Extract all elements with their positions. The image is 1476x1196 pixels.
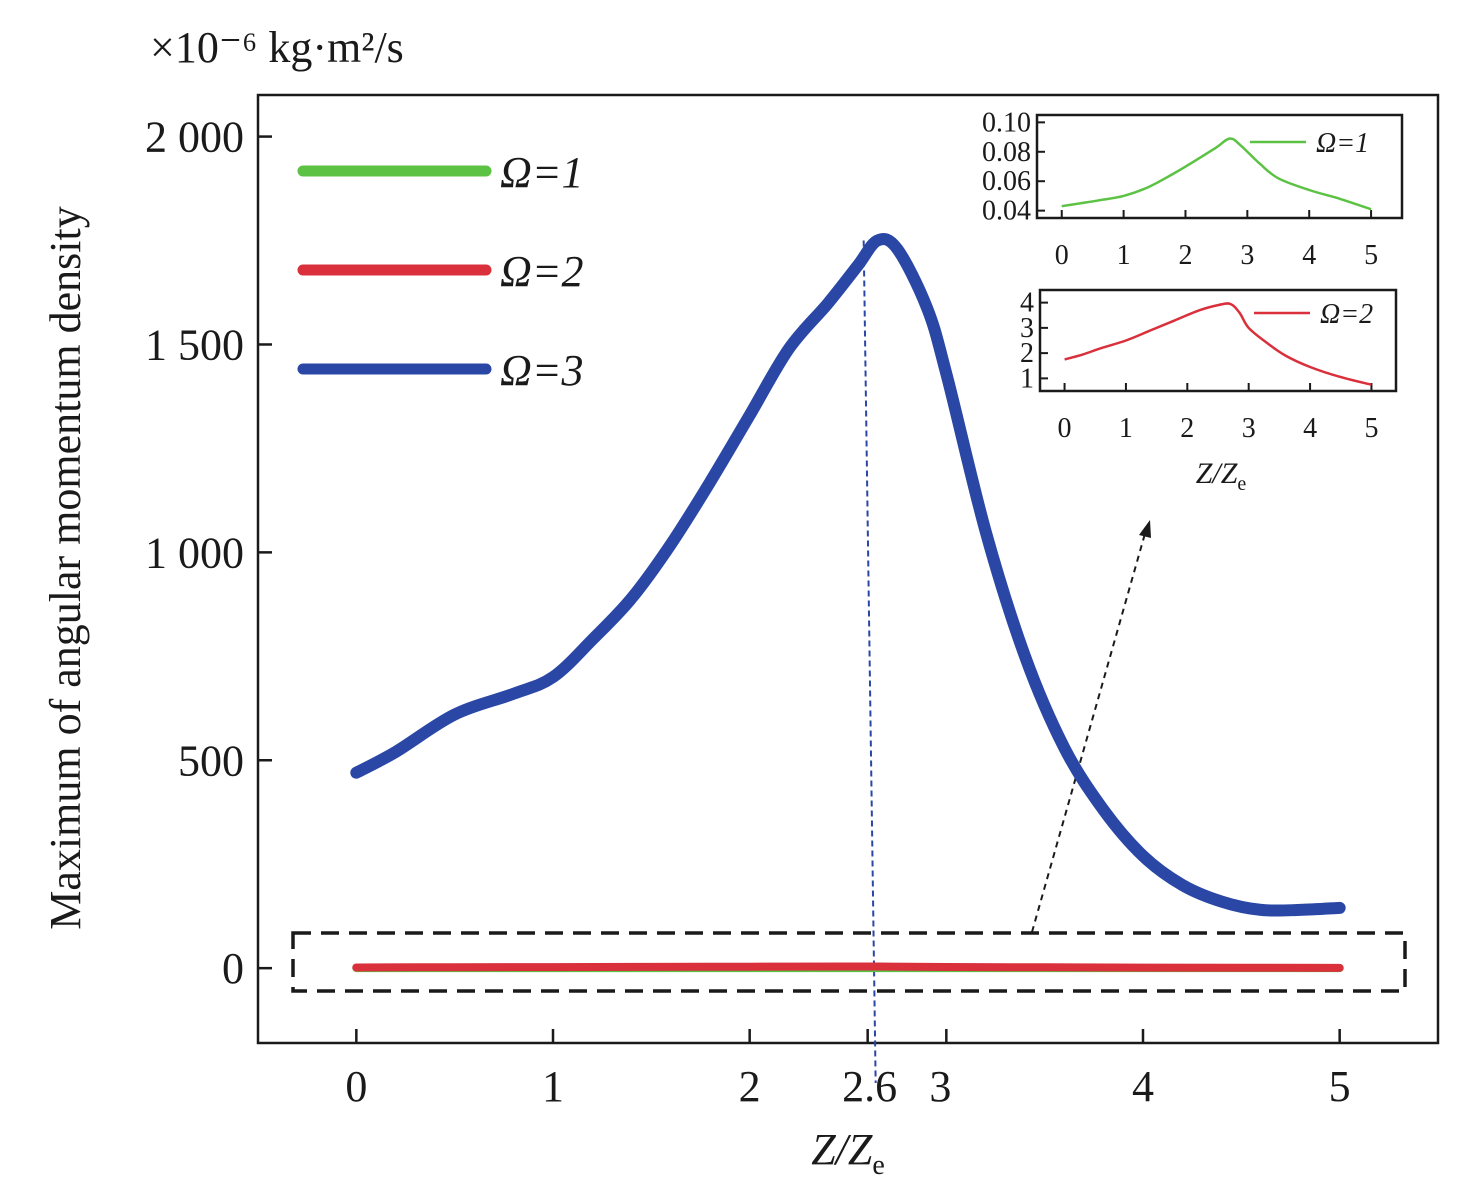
- inset-2-x-tick-label: 5: [1364, 413, 1378, 444]
- inset-2-series-group: [1064, 302, 1372, 386]
- main-y-tick-label: 1 500: [145, 320, 244, 369]
- inset-2-x-tick-label: 3: [1242, 413, 1256, 444]
- inset-1-legend-label: Ω=1: [1316, 128, 1369, 159]
- inset-2-x-axis-title: Z/Ze: [1196, 457, 1247, 495]
- inset-2-y-tick-label: 2: [1020, 338, 1034, 369]
- main-x-ticks: 0 1 2 2.6 3 4 5: [345, 1029, 1351, 1111]
- y-unit-label: ×10⁻⁶ kg·m²/s: [150, 23, 404, 72]
- y-axis-title: Maximum of angular momentum density: [41, 206, 90, 929]
- legend-label-omega-2: Ω=2: [500, 247, 584, 296]
- inset-2-series-line: [1064, 302, 1372, 386]
- zoom-arrow-line: [1031, 529, 1147, 933]
- inset-1-ticks: 0.040.060.080.10 0 1 2 3 4 5: [982, 107, 1378, 271]
- zoom-arrowhead: [1139, 520, 1151, 538]
- inset-1-y-tick-label: 0.10: [982, 107, 1031, 138]
- inset-2-legend-label: Ω=2: [1320, 299, 1373, 330]
- x-axis-title: Z/Ze: [811, 1125, 885, 1181]
- main-y-tick-label: 0: [222, 944, 244, 993]
- series-line-omega-3: [350, 233, 1346, 917]
- inset-1-series-group: [1061, 137, 1372, 211]
- main-legend: Ω=1 Ω=2 Ω=3: [297, 148, 584, 395]
- inset-1-x-tick-label: 0: [1055, 240, 1069, 271]
- legend-label-omega-3: Ω=3: [500, 346, 584, 395]
- inset-1-legend: Ω=1: [1250, 128, 1369, 159]
- main-y-ticks: 0 500 1 000 1 500 2 000: [145, 113, 272, 993]
- main-series-group: [350, 233, 1346, 973]
- inset-2-y-tick-label: 4: [1020, 288, 1034, 319]
- legend-label-omega-1: Ω=1: [500, 148, 584, 197]
- inset-1-y-tick-label: 0.04: [982, 196, 1031, 227]
- inset-1-series-line: [1061, 137, 1372, 211]
- x-axis-title-subscript: e: [872, 1150, 884, 1181]
- main-y-tick-label: 1 000: [145, 528, 244, 577]
- main-x-tick-label: 0: [345, 1062, 367, 1111]
- inset-1-x-tick-label: 4: [1302, 240, 1316, 271]
- inset-2-legend: Ω=2: [1254, 299, 1373, 330]
- inset-2-x-tick-label: 2: [1180, 413, 1194, 444]
- inset-2-x-tick-label: 0: [1058, 413, 1072, 444]
- main-x-tick-label: 1: [542, 1062, 564, 1111]
- main-x-tick-label: 4: [1132, 1062, 1154, 1111]
- inset-1-x-tick-label: 1: [1117, 240, 1131, 271]
- main-x-tick-label: 3: [929, 1062, 951, 1111]
- zoom-box: [291, 931, 1407, 993]
- main-x-tick-label: 5: [1329, 1062, 1351, 1111]
- inset-2-x-tick-label: 1: [1119, 413, 1133, 444]
- main-x-tick-label: 2.6: [842, 1062, 897, 1111]
- inset-2-frame: [1038, 288, 1398, 393]
- main-plot-frame: [256, 93, 1440, 1045]
- inset-1-x-tick-label: 2: [1178, 240, 1192, 271]
- inset-2-y-tick-label: 1: [1020, 363, 1034, 394]
- inset-1-y-tick-label: 0.06: [982, 166, 1031, 197]
- main-y-tick-label: 2 000: [145, 113, 244, 162]
- series-line-omega-2: [352, 962, 1344, 972]
- inset-1-x-tick-label: 5: [1364, 240, 1378, 271]
- inset-2-x-tick-label: 4: [1303, 413, 1317, 444]
- inset-1-x-tick-label: 3: [1240, 240, 1254, 271]
- main-x-tick-label: 2: [739, 1062, 761, 1111]
- inset-1-y-tick-label: 0.08: [982, 137, 1031, 168]
- inset-2-y-tick-label: 3: [1020, 313, 1034, 344]
- main-y-tick-label: 500: [178, 736, 244, 785]
- inset-2-x-axis-title-subscript: e: [1237, 473, 1246, 495]
- peak-dashed-line: [862, 240, 877, 1084]
